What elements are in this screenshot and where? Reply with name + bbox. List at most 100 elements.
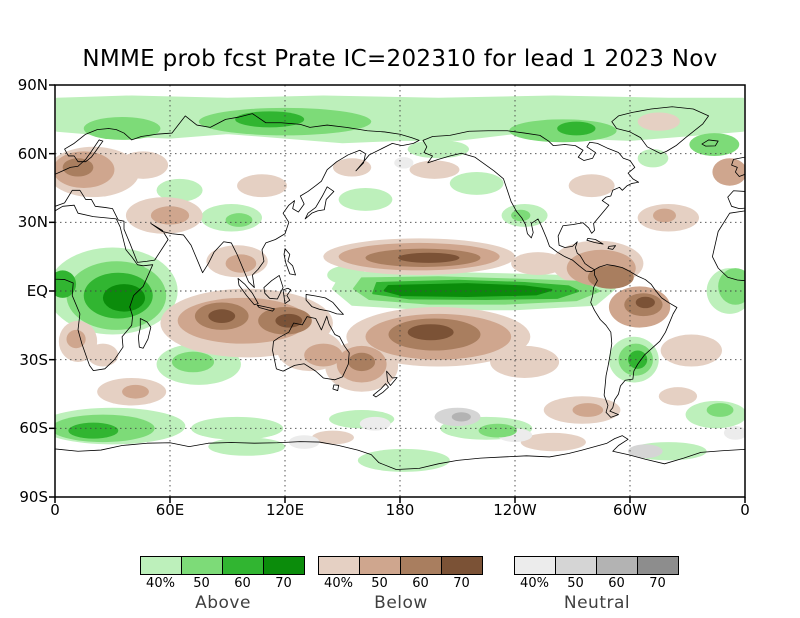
- coastline-australia: [272, 315, 350, 381]
- legend-group-neutral: 40% 50 60 70 Neutral: [514, 556, 680, 613]
- legend-swatch-above-50: [181, 556, 223, 575]
- region-below-70: [208, 309, 236, 324]
- region-below-40: [568, 174, 615, 198]
- region-above-50: [689, 133, 740, 156]
- region-below-50: [653, 208, 676, 223]
- coastline-tasmania: [332, 384, 340, 391]
- legend-label-row-above: 40% 50 60 70: [140, 576, 306, 591]
- coastline-philippines: [283, 248, 296, 276]
- coastline-sulawesi: [282, 287, 292, 304]
- region-below-50: [304, 343, 343, 367]
- lat-label-60S: 60S: [19, 419, 48, 438]
- region-above-60: [68, 422, 119, 439]
- legend-swatch-row-neutral: [514, 556, 680, 575]
- lon-label-3-180: 180: [385, 501, 415, 519]
- region-above-70: [102, 284, 146, 312]
- region-above-40: [208, 437, 285, 456]
- coastline-eurasia: [55, 113, 420, 288]
- region-below-40: [490, 345, 560, 378]
- region-below-40: [311, 430, 354, 445]
- region-below-40: [237, 174, 287, 198]
- legend-swatch-neutral-70: [637, 556, 679, 575]
- region-below-60: [587, 265, 634, 289]
- legend-label-neutral-1: 50: [567, 576, 584, 591]
- coastline-west-africa-sliver: [712, 210, 745, 282]
- legend-label-above-0: 40%: [146, 576, 175, 591]
- coastline-layer: [55, 106, 745, 497]
- grid-layer: [55, 85, 745, 497]
- chart-title: NMME prob fcst Prate IC=202310 for lead …: [82, 46, 718, 72]
- region-below-50: [712, 158, 745, 186]
- coastline-nz-south: [372, 383, 389, 398]
- lat-label-30N: 30N: [17, 213, 48, 232]
- region-below-60: [348, 352, 376, 372]
- coastline-sumatra: [237, 278, 259, 306]
- region-above-60: [557, 121, 596, 136]
- coastline-borneo: [263, 275, 284, 300]
- coastline-java: [256, 304, 275, 312]
- coastline-britain-sliver: [731, 156, 745, 177]
- legend-label-below-1: 50: [371, 576, 388, 591]
- region-neutral-40: [359, 416, 391, 431]
- region-below-40: [658, 387, 698, 406]
- lat-label-60N: 60N: [17, 144, 48, 163]
- region-below-40: [511, 252, 565, 275]
- coastline-antarctica: [55, 435, 745, 497]
- region-above-50: [171, 351, 215, 373]
- region-neutral-40: [394, 157, 414, 169]
- region-above-40: [637, 149, 669, 168]
- lon-label-4-120W: 120W: [493, 501, 537, 519]
- legend-swatch-below-50: [359, 556, 401, 575]
- region-below-70: [398, 252, 460, 263]
- legend-label-neutral-0: 40%: [520, 576, 549, 591]
- legend-label-neutral-3: 70: [649, 576, 666, 591]
- legend-swatch-above-70: [263, 556, 305, 575]
- region-above-60: [628, 350, 648, 369]
- legend-label-above-3: 70: [275, 576, 292, 591]
- legend-swatch-neutral-50: [555, 556, 597, 575]
- region-below-40: [87, 343, 119, 367]
- region-below-50: [122, 384, 149, 399]
- region-neutral-60: [451, 412, 471, 422]
- region-neutral-50: [628, 444, 663, 459]
- region-below-40: [332, 158, 372, 177]
- coastline-japan: [304, 186, 335, 220]
- region-above-50: [478, 423, 517, 438]
- coastline-nz-north: [386, 370, 398, 386]
- region-below-60: [62, 158, 94, 177]
- legend-label-below-0: 40%: [324, 576, 353, 591]
- legend-caption-neutral: Neutral: [563, 593, 631, 613]
- region-below-40: [520, 432, 586, 452]
- coastline-madagascar: [137, 318, 152, 349]
- region-below-40: [409, 160, 460, 179]
- lat-label-90N: 90N: [17, 76, 48, 94]
- legend-caption-below: Below: [374, 593, 428, 613]
- legend-swatch-above-40: [140, 556, 182, 575]
- region-below-70: [635, 296, 655, 309]
- legend-label-above-2: 60: [234, 576, 251, 591]
- coastline-new-guinea: [305, 294, 344, 315]
- legend-swatch-row-below: [318, 556, 484, 575]
- coastline-cuba: [586, 237, 604, 245]
- legend-label-below-3: 70: [453, 576, 470, 591]
- region-above-40: [407, 139, 470, 159]
- legend-label-row-below: 40% 50 60 70: [318, 576, 484, 591]
- lat-label-EQ: EQ: [26, 282, 48, 300]
- lat-label-30S: 30S: [19, 350, 48, 369]
- legend-label-above-1: 50: [193, 576, 210, 591]
- legend-caption-above: Above: [195, 593, 251, 613]
- region-below-40: [637, 112, 680, 131]
- region-above-50: [718, 268, 745, 305]
- legend-swatch-above-60: [222, 556, 264, 575]
- region-below-40: [118, 151, 169, 179]
- legend-swatch-below-60: [400, 556, 442, 575]
- legend-label-row-neutral: 40% 50 60 70: [514, 576, 680, 591]
- region-above-70: [383, 283, 553, 298]
- lon-label-1-60E: 60E: [155, 501, 185, 519]
- legend-group-below: 40% 50 60 70 Below: [318, 556, 484, 613]
- region-below-50: [572, 403, 604, 417]
- legend-swatch-row-above: [140, 556, 306, 575]
- coastline-hispaniola: [607, 245, 617, 250]
